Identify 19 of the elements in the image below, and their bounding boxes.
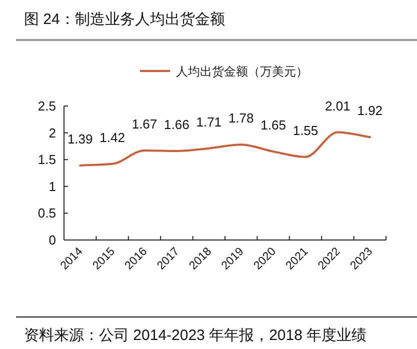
data-label: 1.55 [292,122,318,138]
y-tick-label: 0 [48,232,56,248]
data-label: 2.01 [325,98,350,114]
data-label: 1.42 [100,130,125,145]
y-tick-label: 1.5 [38,152,56,168]
y-tick-label: 0.5 [38,206,56,221]
y-tick-label: 2 [48,125,56,140]
y-tick-label: 2.5 [38,98,56,114]
data-label: 1.67 [132,116,158,132]
data-label: 1.92 [357,103,383,118]
text: 资料来源：公司 2014-2023 年年报，2018 年度业绩 [24,327,367,344]
chart-title: 图 24：制造业务人均出货金额 [24,11,225,28]
legend-label: 人均出货金额（万美元） [176,64,308,78]
data-label: 1.65 [260,118,286,133]
data-label: 1.66 [164,117,190,132]
data-label: 1.78 [228,110,254,126]
data-label: 1.71 [196,114,222,130]
y-tick-label: 1 [48,178,56,194]
data-label: 1.39 [67,131,93,146]
